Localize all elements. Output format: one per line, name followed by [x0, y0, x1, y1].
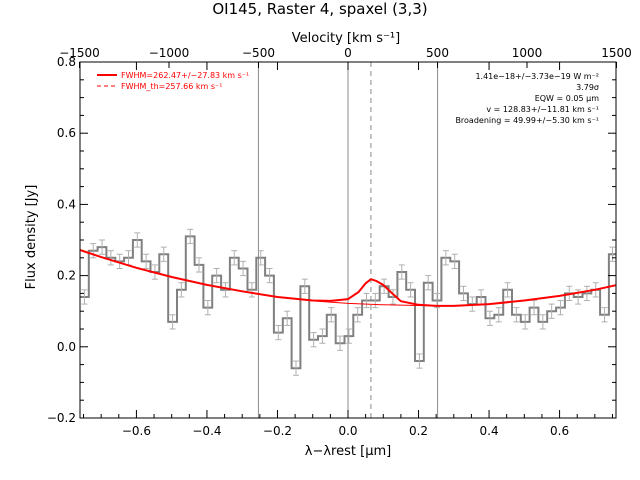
x-tick-label-4: 0.2 [409, 424, 428, 438]
legend-label-fwhm-th: FWHM_th=257.66 km s⁻¹ [121, 82, 222, 91]
legend-label-fwhm: FWHM=262.47+/−27.83 km s⁻¹ [121, 71, 249, 80]
velocity-tick-label-5: 1000 [512, 46, 543, 60]
velocity-tick-label-4: 500 [426, 46, 449, 60]
top-axis-label: Velocity [km s⁻¹] [292, 31, 400, 46]
annotation-velocity: v = 128.83+/−11.81 km s⁻¹ [486, 105, 599, 114]
velocity-tick-label-0: −1500 [59, 46, 100, 60]
y-tick-label-1: 0.0 [57, 340, 76, 354]
x-tick-label-2: −0.2 [263, 424, 292, 438]
legend: FWHM=262.47+/−27.83 km s⁻¹ FWHM_th=257.6… [97, 71, 249, 91]
y-tick-label-4: 0.6 [57, 126, 76, 140]
x-tick-label-6: 0.6 [550, 424, 569, 438]
velocity-tick-label-3: 0 [344, 46, 352, 60]
chart-title: OI145, Raster 4, spaxel (3,3) [212, 0, 427, 18]
x-tick-label-5: 0.4 [480, 424, 499, 438]
y-tick-label-3: 0.4 [57, 197, 76, 211]
y-tick-label-5: 0.8 [57, 55, 76, 69]
x-tick-label-0: −0.6 [122, 424, 151, 438]
annotation-broadening: Broadening = 49.99+/−5.30 km s⁻¹ [455, 116, 599, 125]
x-tick-label-1: −0.4 [192, 424, 221, 438]
y-tick-label-0: −0.2 [47, 411, 76, 425]
flux-step-histogram [80, 235, 616, 370]
velocity-tick-label-6: 1500 [601, 46, 632, 60]
y-tick-label-2: 0.2 [57, 269, 76, 283]
gaussian-fit-curve [79, 249, 617, 307]
annotation-line-flux: 1.41e−18+/−3.73e−19 W m⁻² [475, 72, 599, 81]
annotation-eqw: EQW = 0.05 μm [535, 94, 599, 103]
x-tick-label-3: 0.0 [338, 424, 357, 438]
x-axis-label: λ−λrest [μm] [305, 444, 391, 459]
y-axis-label: Flux density [Jy] [24, 185, 39, 290]
plot-area: −0.6 −0.4 −0.2 0.0 0.2 0.4 0.6 −0.2 0.0 0.2 0.4 0.6… [47, 46, 632, 438]
annotation-significance: 3.79σ [576, 83, 599, 92]
fit-annotations: 1.41e−18+/−3.73e−19 W m⁻² 3.79σ EQW = 0.… [455, 72, 599, 125]
velocity-tick-label-2: −500 [242, 46, 275, 60]
velocity-tick-label-1: −1000 [149, 46, 190, 60]
